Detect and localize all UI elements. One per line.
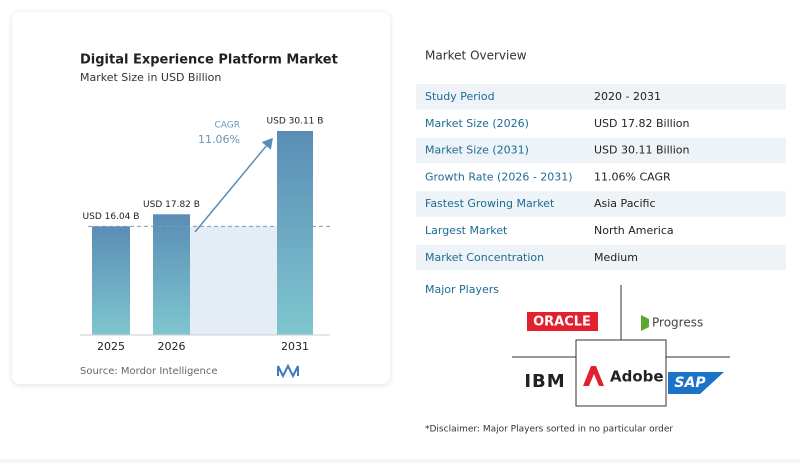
bar <box>153 214 190 335</box>
bar <box>92 226 130 335</box>
adobe-icon <box>583 366 604 386</box>
row-value: Medium <box>594 251 638 264</box>
row-label: Study Period <box>425 90 495 103</box>
oracle-logo <box>527 312 598 331</box>
progress-icon <box>641 315 649 331</box>
chart-subtitle: Market Size in USD Billion <box>80 71 221 84</box>
row-label: Fastest Growing Market <box>425 197 555 210</box>
row-bg <box>416 191 786 218</box>
row-value: Asia Pacific <box>594 197 656 210</box>
row-label: Market Concentration <box>425 251 544 264</box>
row-bg <box>416 137 786 164</box>
player: SAP <box>674 375 706 391</box>
player: ORACLE <box>533 315 591 330</box>
row-bg <box>416 244 786 271</box>
row-label: Market Size (2026) <box>425 117 529 130</box>
source: Source: Mordor Intelligence <box>80 366 218 377</box>
sap-logo <box>668 372 724 394</box>
row-label: Largest Market <box>425 224 508 237</box>
bar <box>277 131 313 335</box>
player: Progress <box>652 316 703 330</box>
disclaimer: *Disclaimer: Major Players sorted in no … <box>425 425 673 435</box>
cagr-arrow <box>194 137 273 233</box>
row-value: 11.06% CAGR <box>594 170 671 183</box>
x-tick-label: 2031 <box>281 340 309 353</box>
chart-title: Digital Experience Platform Market <box>80 53 338 68</box>
logo <box>277 363 299 379</box>
shade <box>190 226 277 335</box>
row-label: Growth Rate (2026 - 2031) <box>425 170 573 183</box>
value-label: USD 16.04 B <box>83 212 140 222</box>
row-bg <box>416 84 786 110</box>
overview-title: Market Overview <box>425 49 527 63</box>
row-value: USD 17.82 Billion <box>594 117 689 130</box>
row-value: USD 30.11 Billion <box>594 144 689 157</box>
value-label: USD 17.82 B <box>143 200 200 210</box>
cagr-value: 11.06% <box>198 133 240 146</box>
player: Adobe <box>610 368 664 386</box>
row-label: Market Size (2031) <box>425 144 529 157</box>
row-value: North America <box>594 224 674 237</box>
player: IBM <box>524 371 565 392</box>
x-tick-label: 2026 <box>158 340 186 353</box>
value-label: USD 30.11 B <box>267 117 324 127</box>
row-value: 2020 - 2031 <box>594 90 661 103</box>
x-tick-label: 2025 <box>97 340 125 353</box>
players-title: Major Players <box>425 283 499 296</box>
cagr-label: CAGR <box>214 121 240 131</box>
